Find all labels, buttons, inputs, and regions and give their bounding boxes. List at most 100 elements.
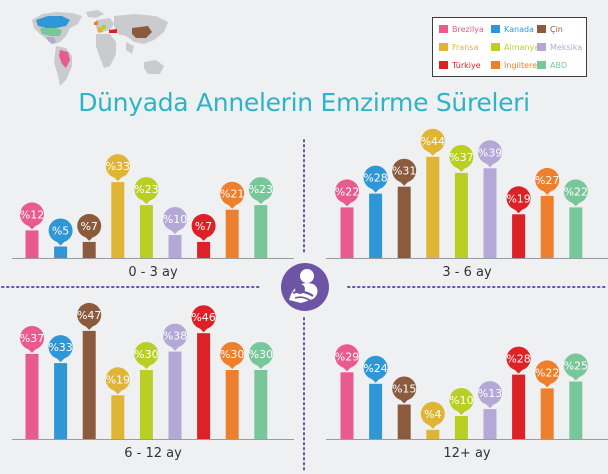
bar (540, 195, 554, 258)
pin-marker (77, 302, 102, 327)
legend-item: Çin (537, 23, 563, 35)
pin-marker (134, 342, 159, 366)
chart-panel: %37 %33 %47 %19 %30 %38 %46 %30 %30 6 - 12 ay (12, 302, 294, 461)
pin-marker (506, 346, 531, 371)
data-label: %30 (249, 348, 273, 361)
data-label: %37 (449, 151, 473, 164)
legend-label: Brezilya (452, 24, 484, 34)
data-label: %4 (424, 408, 441, 421)
data-label: %22 (535, 366, 559, 379)
legend-item: Almanya (491, 41, 539, 53)
page-title: Dünyada Annelerin Emzirme Süreleri (78, 88, 530, 117)
bar (225, 209, 239, 258)
data-label: %7 (80, 220, 97, 233)
bar (426, 156, 440, 258)
pin-marker (220, 181, 245, 206)
bar (168, 351, 182, 439)
bar (340, 372, 354, 439)
data-label: %12 (20, 208, 44, 221)
legend-swatch (491, 61, 500, 69)
chart-panel: %12 %5 %7 %33 %23 %10 %7 %21 %23 0 - 3 ay (12, 154, 294, 280)
bar (540, 388, 554, 439)
legend-label: İngiltere (504, 60, 538, 70)
data-label: %24 (363, 362, 387, 375)
legend-swatch (491, 25, 500, 33)
bar (254, 205, 268, 258)
bar (225, 370, 239, 439)
pin-marker (420, 128, 445, 153)
data-label: %7 (195, 220, 212, 233)
legend-item: Türkiye (439, 59, 481, 71)
legend-label: Kanada (504, 24, 534, 34)
bar (369, 193, 383, 258)
data-label: %22 (335, 185, 359, 198)
bar (168, 235, 182, 258)
bar (512, 214, 526, 258)
data-label: %15 (392, 383, 416, 396)
data-label: %13 (478, 387, 502, 400)
data-label: %47 (77, 309, 101, 322)
bar (25, 353, 39, 439)
bar (139, 205, 153, 258)
data-label: %33 (106, 160, 130, 173)
pin-marker (134, 177, 159, 202)
bar (569, 381, 583, 439)
legend-item: ABD (537, 59, 567, 71)
legend-swatch (439, 25, 448, 33)
bar (426, 429, 440, 439)
bar (54, 246, 68, 258)
pin-marker (20, 325, 44, 350)
data-label: %28 (363, 172, 387, 185)
legend-swatch (537, 61, 546, 69)
bar (454, 172, 468, 258)
legend-swatch (439, 43, 448, 51)
divider-lines (1, 139, 607, 471)
data-label: %31 (392, 165, 416, 178)
bar (369, 383, 383, 439)
data-label: %19 (106, 373, 130, 386)
pin-marker (48, 218, 73, 243)
data-label: %46 (191, 311, 215, 324)
data-label: %30 (134, 348, 158, 361)
data-label: %23 (134, 183, 158, 196)
legend-label: Çin (550, 24, 563, 34)
pin-marker (163, 323, 187, 348)
bar (111, 395, 125, 439)
bar (254, 370, 268, 439)
legend-swatch (439, 61, 448, 69)
legend-label: Almanya (504, 42, 540, 52)
data-label: %37 (20, 332, 44, 345)
legend-item: Brezilya (439, 23, 484, 35)
data-label: %29 (335, 350, 359, 363)
pin-marker (478, 140, 502, 165)
data-label: %30 (220, 348, 244, 361)
pin-marker (563, 179, 588, 204)
pin-marker (335, 179, 359, 204)
bar (197, 333, 211, 439)
pin-marker (449, 144, 474, 169)
pin-marker (506, 186, 531, 211)
bar (139, 370, 153, 439)
pin-marker (77, 213, 102, 238)
legend-label: Fransa (452, 42, 479, 52)
pin-marker (20, 202, 44, 227)
pin-marker (248, 177, 273, 202)
pin-marker (478, 381, 502, 406)
legend-label: Türkiye (452, 60, 481, 70)
pin-marker (248, 342, 273, 366)
data-label: %5 (52, 225, 69, 238)
data-label: %21 (220, 188, 244, 201)
pin-marker (363, 355, 388, 380)
panel-title: 12+ ay (443, 446, 491, 461)
pin-marker (535, 360, 560, 385)
data-label: %19 (506, 192, 530, 205)
pin-marker (392, 376, 417, 401)
data-label: %38 (163, 330, 187, 343)
data-label: %44 (421, 135, 445, 148)
bar (25, 230, 39, 258)
data-label: %33 (48, 341, 72, 354)
pin-marker (191, 213, 216, 238)
bar (340, 207, 354, 258)
